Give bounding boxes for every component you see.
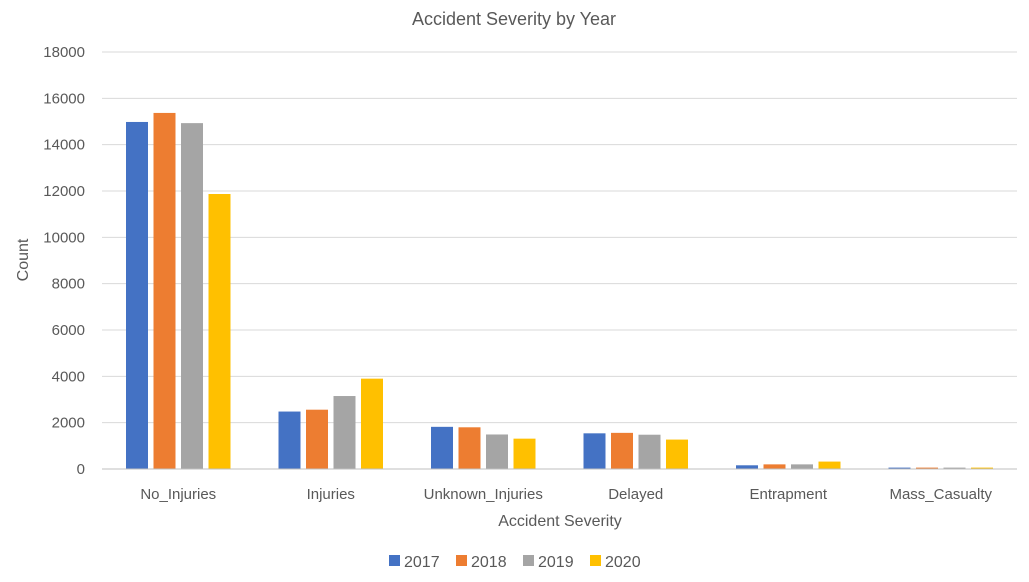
- bar-2017-Entrapment: [736, 465, 758, 469]
- bar-2019-Injuries: [333, 396, 356, 469]
- y-tick-label: 16000: [43, 90, 85, 107]
- bar-2018-No_Injuries: [153, 112, 176, 469]
- bar-2020-Delayed: [666, 439, 688, 469]
- y-tick-label: 18000: [43, 44, 85, 61]
- bar-2017-Delayed: [583, 433, 606, 469]
- legend-swatch-2019: [523, 555, 534, 566]
- x-tick-label: No_Injuries: [140, 486, 216, 503]
- y-tick-label: 0: [77, 461, 85, 478]
- bar-2019-Entrapment: [791, 464, 813, 469]
- bar-2019-Delayed: [638, 434, 661, 469]
- x-tick-label: Delayed: [608, 486, 663, 503]
- bar-2019-No_Injuries: [181, 123, 203, 469]
- y-tick-label: 4000: [52, 368, 85, 385]
- chart-title: Accident Severity by Year: [412, 9, 616, 29]
- x-tick-label: Unknown_Injuries: [424, 486, 543, 503]
- legend-swatch-2017: [389, 555, 400, 566]
- legend-label: 2019: [538, 554, 574, 571]
- bar-2018-Entrapment: [763, 464, 786, 469]
- y-tick-label: 10000: [43, 229, 85, 246]
- x-axis-title: Accident Severity: [498, 513, 622, 530]
- gridlines: [102, 51, 1017, 424]
- y-tick-label: 2000: [52, 415, 85, 432]
- bar-2018-Mass_Casualty: [916, 467, 938, 469]
- bar-2018-Delayed: [611, 432, 633, 469]
- bar-2020-Unknown_Injuries: [513, 438, 536, 469]
- legend-label: 2017: [404, 554, 440, 571]
- legend-label: 2020: [605, 554, 641, 571]
- x-tick-label: Injuries: [307, 486, 355, 503]
- bar-2017-Mass_Casualty: [888, 467, 911, 469]
- bar-2020-Entrapment: [818, 461, 841, 469]
- y-tick-label: 8000: [52, 276, 85, 293]
- x-tick-label: Mass_Casualty: [889, 486, 992, 503]
- legend: 2017 2018 2019 2020: [389, 554, 641, 571]
- x-tick-label: Entrapment: [749, 486, 827, 503]
- bar-2019-Mass_Casualty: [943, 467, 966, 469]
- bar-2017-Injuries: [278, 411, 301, 469]
- bar-2020-Mass_Casualty: [971, 467, 993, 469]
- legend-label: 2018: [471, 554, 507, 571]
- bar-2020-Injuries: [361, 378, 383, 469]
- bars: [126, 112, 993, 470]
- legend-swatch-2020: [590, 555, 601, 566]
- y-axis-title: Count: [15, 238, 32, 281]
- y-tick-label: 14000: [43, 137, 85, 154]
- bar-2018-Unknown_Injuries: [458, 427, 481, 469]
- bar-2019-Unknown_Injuries: [486, 434, 508, 469]
- legend-swatch-2018: [456, 555, 467, 566]
- bar-2017-No_Injuries: [126, 121, 148, 470]
- x-axis-ticks: No_Injuries Injuries Unknown_Injuries Delay…: [140, 486, 992, 503]
- bar-2017-Unknown_Injuries: [431, 426, 453, 469]
- bar-2020-No_Injuries: [208, 194, 231, 470]
- y-axis-ticks: 0 2000 4000 6000 8000 10000 12000 14000 16000 180…: [43, 44, 85, 478]
- bar-2018-Injuries: [306, 409, 328, 469]
- y-tick-label: 6000: [52, 322, 85, 339]
- y-tick-label: 12000: [43, 183, 85, 200]
